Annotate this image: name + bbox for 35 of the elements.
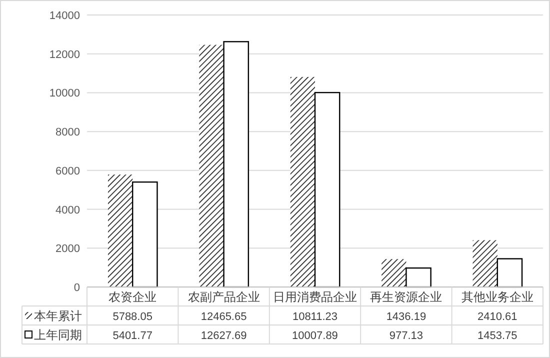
y-tick-label: 10000: [49, 88, 80, 100]
data-label: 10007.89: [292, 330, 338, 342]
bar: [472, 240, 498, 287]
bar: [290, 76, 315, 287]
data-label: 5788.05: [112, 311, 152, 323]
bar: [496, 258, 523, 288]
data-label: 5401.77: [112, 330, 152, 342]
bar: [108, 174, 133, 287]
y-tick-label: 0: [74, 282, 80, 294]
bar: [199, 44, 224, 287]
bar: [382, 259, 406, 287]
bar: [132, 181, 158, 288]
data-label: 12627.69: [200, 330, 247, 342]
y-tick-label: 4000: [56, 204, 80, 216]
data-label: 12465.65: [200, 311, 247, 323]
legend-label: 上年同期: [34, 328, 82, 342]
y-tick-label: 12000: [49, 48, 80, 61]
data-label: 1453.75: [478, 330, 518, 342]
bar: [223, 41, 250, 288]
y-tick-label: 2000: [56, 243, 80, 256]
legend-label: 本年累计: [34, 309, 82, 323]
y-tick-label: 6000: [56, 165, 80, 178]
x-tick-label: 其他业务企业: [461, 290, 534, 304]
data-label: 2410.61: [478, 311, 518, 323]
data-label: 1436.19: [386, 311, 426, 323]
x-tick-label: 再生资源企业: [370, 290, 442, 304]
x-tick-label: 农资企业: [108, 290, 157, 304]
y-tick-label: 8000: [56, 126, 80, 139]
x-tick-label: 日用消费品企业: [273, 290, 357, 304]
data-label: 977.13: [389, 330, 424, 342]
y-tick-label: 14000: [49, 10, 80, 22]
data-label: 10811.23: [292, 311, 338, 323]
x-tick-label: 农副产品企业: [188, 290, 260, 304]
bar: [314, 92, 340, 288]
bar: [406, 267, 432, 288]
